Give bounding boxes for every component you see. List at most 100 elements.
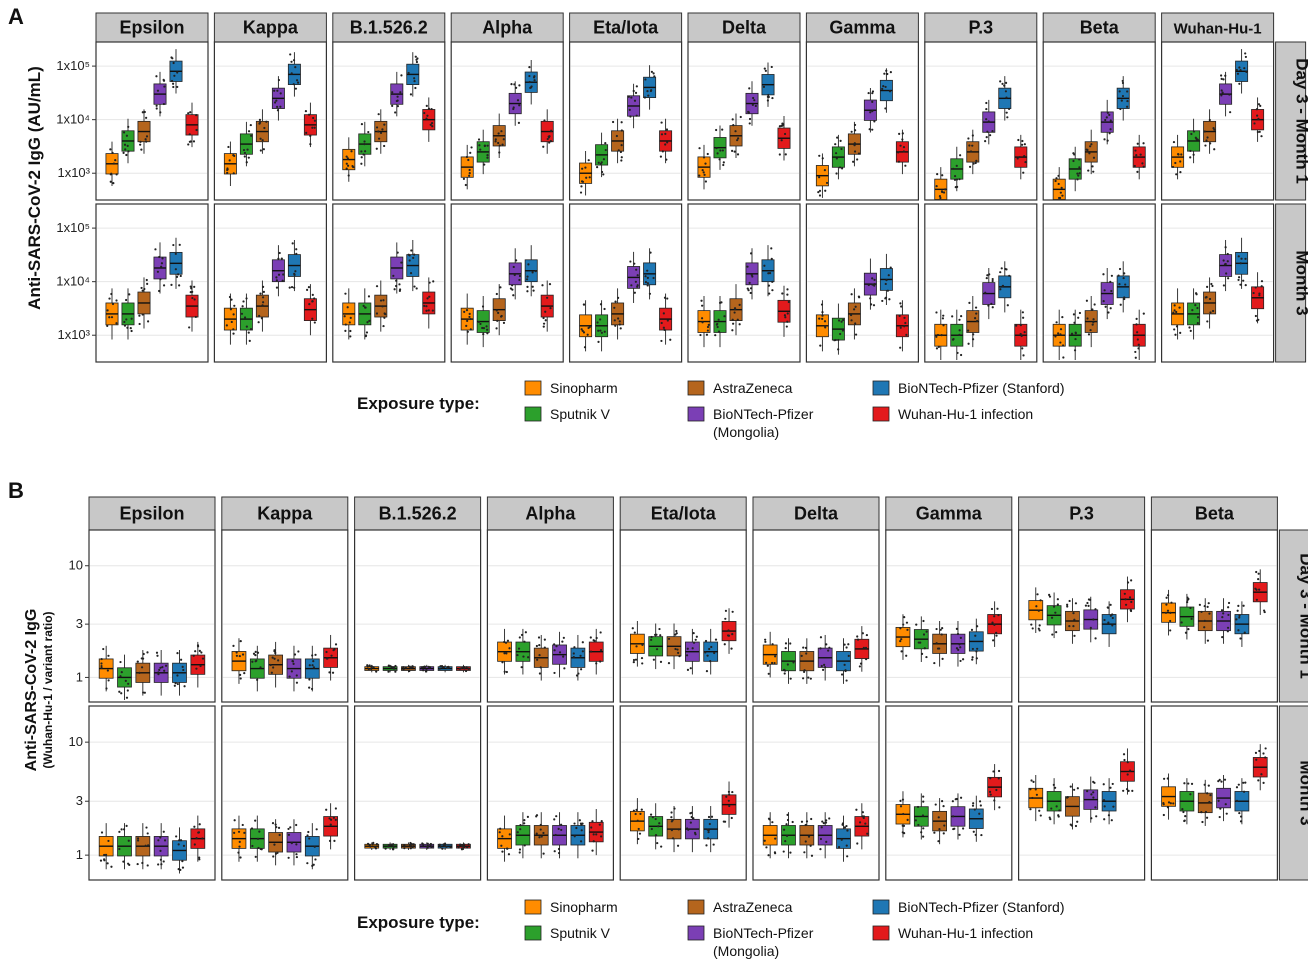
data-point (858, 665, 861, 668)
data-point (554, 833, 557, 837)
data-point (897, 151, 900, 154)
data-point (517, 647, 521, 650)
data-point (163, 85, 166, 88)
data-point (275, 286, 279, 289)
data-point (654, 817, 657, 821)
data-point (1117, 274, 1120, 277)
data-point (882, 85, 885, 88)
data-point (345, 167, 348, 170)
data-point (469, 151, 472, 154)
data-point (841, 329, 845, 332)
data-point (937, 816, 940, 819)
data-point (226, 171, 229, 174)
data-point (1058, 809, 1061, 812)
row-strip-month-3 (1275, 203, 1307, 363)
data-point (958, 178, 961, 181)
data-point (1165, 596, 1168, 599)
data-point (497, 141, 500, 145)
data-point (276, 109, 280, 112)
data-point (102, 647, 105, 651)
data-point (1059, 341, 1062, 344)
data-point (115, 322, 118, 325)
data-point (1068, 625, 1071, 628)
data-point (119, 660, 122, 664)
data-point (986, 274, 989, 277)
data-point (1180, 621, 1183, 624)
data-point (1086, 317, 1089, 320)
data-point (1196, 322, 1199, 325)
data-point (707, 815, 711, 819)
data-point (1172, 802, 1175, 805)
data-point (523, 822, 526, 825)
data-point (459, 843, 462, 846)
data-point (850, 293, 853, 296)
y-tick-label: 1x10³ (57, 327, 90, 342)
data-point (903, 316, 906, 319)
data-point (726, 634, 730, 637)
data-point (602, 158, 606, 161)
data-point (243, 151, 247, 155)
data-point (1172, 140, 1176, 144)
data-point (821, 311, 824, 314)
data-point (1238, 616, 1241, 619)
data-point (766, 95, 769, 98)
data-point (144, 138, 147, 141)
data-point (100, 657, 103, 661)
facet-pane (1017, 705, 1146, 881)
data-point (923, 647, 926, 650)
data-point (425, 117, 428, 120)
data-point (975, 159, 978, 162)
data-point (139, 140, 142, 143)
data-point (375, 312, 379, 315)
data-point (155, 107, 158, 110)
data-point (572, 656, 575, 659)
data-point (277, 273, 281, 276)
data-point (157, 671, 160, 674)
data-point (837, 348, 840, 351)
data-point (466, 319, 469, 323)
data-point (463, 667, 466, 670)
data-point (196, 644, 200, 647)
data-point (854, 333, 858, 336)
data-point (292, 662, 295, 665)
data-point (293, 653, 297, 656)
data-point (733, 150, 736, 153)
data-point (119, 675, 122, 678)
data-point (1123, 296, 1126, 299)
data-point (176, 682, 179, 686)
data-point (535, 832, 538, 835)
data-point (1107, 814, 1111, 817)
data-point (869, 297, 872, 300)
data-point (241, 653, 245, 656)
data-point (114, 159, 117, 162)
data-point (307, 286, 311, 289)
data-point (1076, 787, 1079, 790)
data-point (665, 158, 668, 161)
data-point (520, 666, 523, 669)
data-point (100, 662, 103, 665)
data-point (984, 291, 987, 294)
data-point (736, 139, 739, 142)
data-point (1164, 611, 1168, 614)
data-point (990, 302, 993, 305)
data-point (1236, 609, 1239, 612)
data-point (899, 144, 902, 147)
data-point (671, 837, 675, 840)
data-point (734, 308, 737, 311)
data-point (546, 137, 549, 141)
data-point (543, 119, 546, 122)
data-point (140, 286, 143, 290)
data-point (199, 664, 202, 668)
data-point (652, 276, 655, 280)
data-point (256, 837, 260, 841)
legend-swatch-astrazeneca (687, 899, 705, 915)
data-point (1108, 113, 1111, 116)
facet-gamma-row-1 (805, 41, 920, 201)
data-point (1073, 618, 1076, 621)
data-point (408, 259, 411, 262)
data-point (463, 310, 466, 313)
data-point (957, 648, 960, 651)
data-point (1007, 107, 1011, 110)
data-point (865, 633, 868, 637)
data-point (708, 647, 711, 651)
